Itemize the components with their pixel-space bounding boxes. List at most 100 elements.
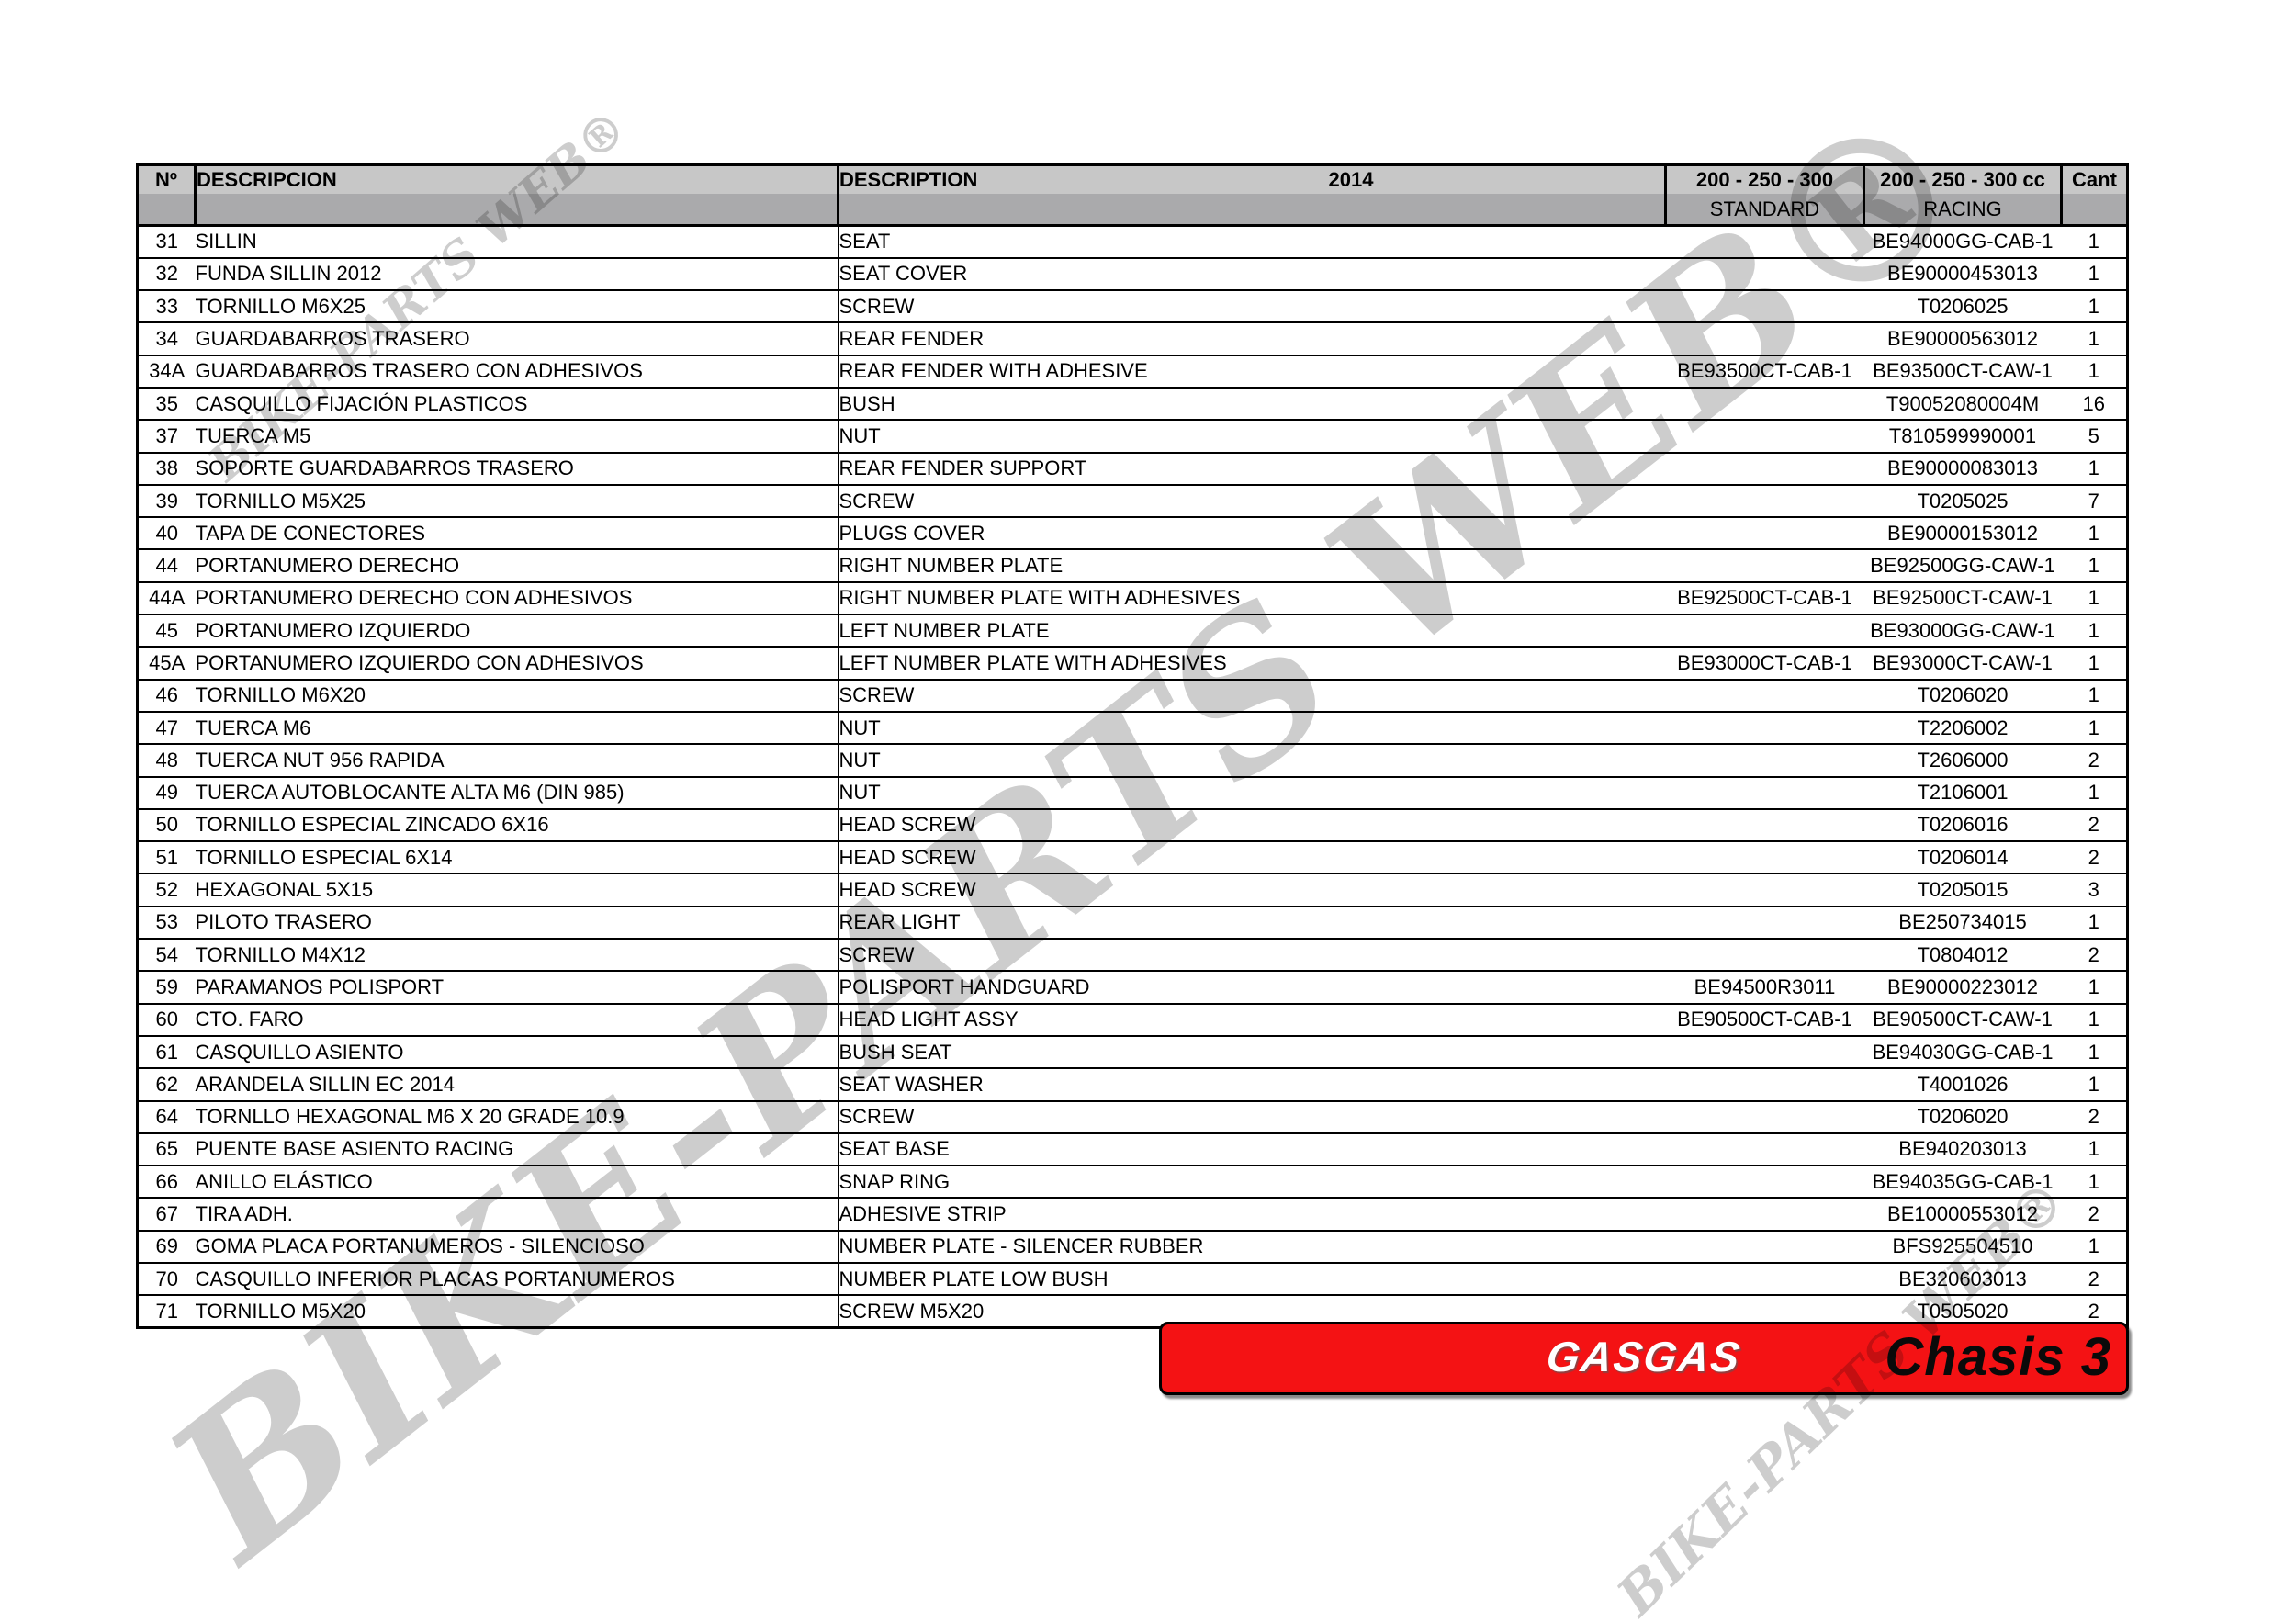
racing-reference-cell: BE93000GG-CAW-1 xyxy=(1863,614,2062,648)
gasgas-logo: GASGAS xyxy=(1543,1332,1745,1380)
part-number-cell: 51 xyxy=(137,841,196,875)
description-en-cell: PLUGS COVER xyxy=(838,517,1666,551)
part-number-cell: 37 xyxy=(137,420,196,454)
standard-reference-cell: BE90500CT-CAB-1 xyxy=(1665,1003,1864,1037)
description-en-cell: SCREW xyxy=(838,679,1666,713)
part-number-cell: 40 xyxy=(137,517,196,551)
part-number-cell: 31 xyxy=(137,225,196,259)
quantity-cell: 1 xyxy=(2061,971,2128,1005)
quantity-cell: 1 xyxy=(2061,1132,2128,1167)
racing-reference-cell: T0206025 xyxy=(1863,290,2062,324)
column-header-number: Nº xyxy=(137,164,197,194)
description-en-cell: POLISPORT HANDGUARD xyxy=(838,971,1666,1005)
description-en-cell: HEAD SCREW xyxy=(838,808,1666,843)
quantity-cell: 1 xyxy=(2061,711,2128,746)
standard-reference-cell xyxy=(1665,420,1864,454)
standard-reference-cell xyxy=(1665,711,1864,746)
description-es-cell: SOPORTE GUARDABARROS TRASERO xyxy=(195,452,839,486)
part-number-cell: 44 xyxy=(137,549,196,583)
description-es-cell: TIRA ADH. xyxy=(195,1198,839,1232)
table-row: 70 CASQUILLO INFERIOR PLACAS PORTANUMERO… xyxy=(137,1263,2128,1297)
racing-reference-cell: BE90000453013 xyxy=(1863,257,2062,292)
racing-reference-cell: BE92500CT-CAW-1 xyxy=(1863,581,2062,616)
description-es-cell: TUERCA M5 xyxy=(195,420,839,454)
quantity-cell: 1 xyxy=(2061,906,2128,941)
standard-reference-cell xyxy=(1665,225,1864,259)
table-row: 50 TORNILLO ESPECIAL ZINCADO 6X16 HEAD S… xyxy=(137,808,2128,843)
quantity-cell: 2 xyxy=(2061,841,2128,875)
quantity-cell: 1 xyxy=(2061,1230,2128,1265)
part-number-cell: 59 xyxy=(137,971,196,1005)
description-en-cell: SCREW xyxy=(838,1100,1666,1134)
column-header-description: DESCRIPTION 2014 xyxy=(838,164,1667,194)
table-row: 47 TUERCA M6 NUT T2206002 1 xyxy=(137,711,2128,746)
header-row-top: Nº DESCRIPCION DESCRIPTION 2014 200 - 25… xyxy=(137,164,2128,194)
description-en-cell: NUMBER PLATE - SILENCER RUBBER xyxy=(838,1230,1666,1265)
racing-reference-cell: BE90000083013 xyxy=(1863,452,2062,486)
description-en-cell: HEAD SCREW xyxy=(838,873,1666,907)
standard-reference-cell: BE93000CT-CAB-1 xyxy=(1665,647,1864,681)
description-es-cell: TUERCA M6 xyxy=(195,711,839,746)
part-number-cell: 64 xyxy=(137,1100,196,1134)
racing-reference-cell: T0205015 xyxy=(1863,873,2062,907)
racing-reference-cell: BE92500GG-CAW-1 xyxy=(1863,549,2062,583)
racing-reference-cell: T2606000 xyxy=(1863,744,2062,778)
description-en-cell: SEAT WASHER xyxy=(838,1068,1666,1102)
standard-reference-cell xyxy=(1665,776,1864,810)
quantity-cell: 2 xyxy=(2061,808,2128,843)
quantity-cell: 1 xyxy=(2061,549,2128,583)
part-number-cell: 35 xyxy=(137,387,196,422)
part-number-cell: 38 xyxy=(137,452,196,486)
description-es-cell: GUARDABARROS TRASERO CON ADHESIVOS xyxy=(195,355,839,389)
racing-reference-cell: BE250734015 xyxy=(1863,906,2062,941)
quantity-cell: 16 xyxy=(2061,387,2128,422)
racing-reference-cell: T810599990001 xyxy=(1863,420,2062,454)
description-en-cell: BUSH SEAT xyxy=(838,1035,1666,1070)
racing-reference-cell: T0206020 xyxy=(1863,1100,2062,1134)
standard-reference-cell: BE92500CT-CAB-1 xyxy=(1665,581,1864,616)
standard-reference-cell xyxy=(1665,290,1864,324)
table-row: 65 PUENTE BASE ASIENTO RACING SEAT BASE … xyxy=(137,1132,2128,1167)
part-number-cell: 49 xyxy=(137,776,196,810)
racing-reference-cell: BE90500CT-CAW-1 xyxy=(1863,1003,2062,1037)
description-es-cell: GOMA PLACA PORTANUMEROS - SILENCIOSO xyxy=(195,1230,839,1265)
part-number-cell: 54 xyxy=(137,939,196,973)
standard-reference-cell xyxy=(1665,1166,1864,1200)
part-number-cell: 47 xyxy=(137,711,196,746)
description-es-cell: TORNILLO ESPECIAL ZINCADO 6X16 xyxy=(195,808,839,843)
description-en-cell: ADHESIVE STRIP xyxy=(838,1198,1666,1232)
part-number-cell: 69 xyxy=(137,1230,196,1265)
column-subheader-standard: STANDARD xyxy=(1665,194,1865,227)
quantity-cell: 1 xyxy=(2061,452,2128,486)
racing-reference-cell: BFS925504510 xyxy=(1863,1230,2062,1265)
description-es-cell: PILOTO TRASERO xyxy=(195,906,839,941)
description-en-cell: NUMBER PLATE LOW BUSH xyxy=(838,1263,1666,1297)
part-number-cell: 48 xyxy=(137,744,196,778)
part-number-cell: 62 xyxy=(137,1068,196,1102)
table-row: 60 CTO. FARO HEAD LIGHT ASSY BE90500CT-C… xyxy=(137,1003,2128,1037)
description-en-cell: SEAT xyxy=(838,225,1666,259)
table-row: 54 TORNILLO M4X12 SCREW T0804012 2 xyxy=(137,939,2128,973)
standard-reference-cell xyxy=(1665,939,1864,973)
description-en-cell: NUT xyxy=(838,776,1666,810)
standard-reference-cell xyxy=(1665,1132,1864,1167)
quantity-cell: 1 xyxy=(2061,355,2128,389)
part-number-cell: 46 xyxy=(137,679,196,713)
description-es-cell: TORNLLO HEXAGONAL M6 X 20 GRADE 10.9 xyxy=(195,1100,839,1134)
part-number-cell: 67 xyxy=(137,1198,196,1232)
quantity-cell: 2 xyxy=(2061,1198,2128,1232)
description-es-cell: PUENTE BASE ASIENTO RACING xyxy=(195,1132,839,1167)
part-number-cell: 34A xyxy=(137,355,196,389)
part-number-cell: 70 xyxy=(137,1263,196,1297)
racing-reference-cell: T0206014 xyxy=(1863,841,2062,875)
quantity-cell: 2 xyxy=(2061,1100,2128,1134)
description-es-cell: TORNILLO M5X20 xyxy=(195,1295,839,1329)
description-en-cell: REAR FENDER WITH ADHESIVE xyxy=(838,355,1666,389)
part-number-cell: 52 xyxy=(137,873,196,907)
description-en-cell: SEAT BASE xyxy=(838,1132,1666,1167)
description-en-cell: NUT xyxy=(838,744,1666,778)
description-es-cell: TAPA DE CONECTORES xyxy=(195,517,839,551)
footer-banner: GASGAS Chasis 3 xyxy=(1159,1322,2129,1395)
quantity-cell: 2 xyxy=(2061,744,2128,778)
